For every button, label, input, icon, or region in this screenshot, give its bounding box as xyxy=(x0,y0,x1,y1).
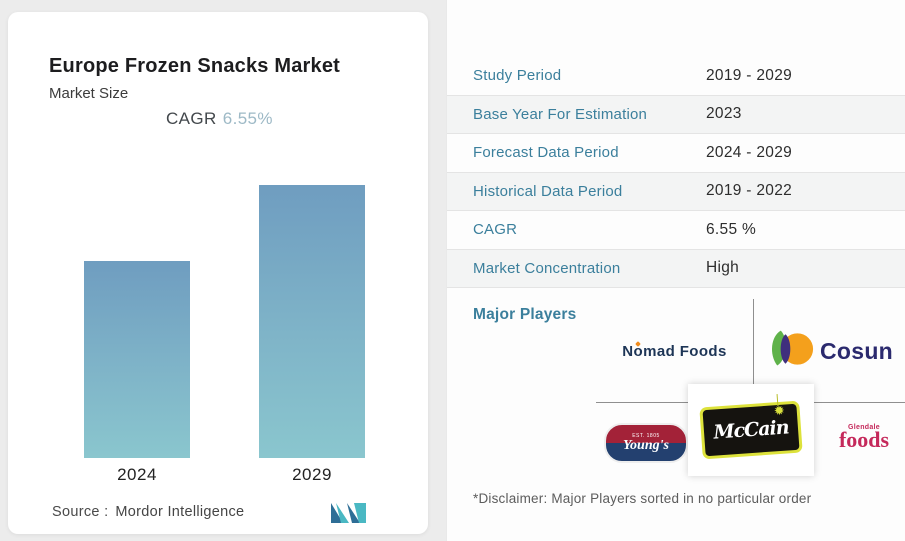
row-value: 2019 - 2029 xyxy=(706,66,793,84)
source-label: Source : xyxy=(52,504,109,520)
players-grid-horizontal-divider-left xyxy=(596,402,688,403)
row-value: High xyxy=(706,259,740,277)
row-label: Study Period xyxy=(473,67,562,85)
major-players-heading: Major Players xyxy=(473,306,577,323)
row-label: Market Concentration xyxy=(473,259,621,277)
mordor-intelligence-logo-icon xyxy=(330,499,368,529)
bar-2024 xyxy=(84,261,190,458)
chart-subtitle: Market Size xyxy=(49,85,129,102)
row-value: 6.55 % xyxy=(706,220,757,238)
table-row: Base Year For Estimation 2023 xyxy=(447,95,905,134)
glendale-wordmark-small: Glendale xyxy=(848,424,880,431)
mccain-logo: ✹ McCain xyxy=(699,394,803,460)
row-label: Forecast Data Period xyxy=(473,144,619,162)
report-scope-table: Study Period 2019 - 2029 Base Year For E… xyxy=(447,57,905,288)
youngs-est-text: EST. 1805 xyxy=(632,432,660,439)
x-tick-2024: 2024 xyxy=(117,465,157,484)
mccain-starburst-icon: ✹ xyxy=(773,402,786,419)
bar-2029 xyxy=(259,185,365,458)
mccain-logo-card: ✹ McCain xyxy=(688,384,814,476)
players-grid-vertical-divider xyxy=(753,299,754,403)
row-value: 2024 - 2029 xyxy=(706,143,793,161)
row-label: Historical Data Period xyxy=(473,182,623,200)
cosun-logo: Cosun xyxy=(754,300,905,402)
glendale-foods-logo: Glendale foods xyxy=(828,424,900,450)
report-scope-panel: Study Period 2019 - 2029 Base Year For E… xyxy=(446,0,905,541)
row-label: CAGR xyxy=(473,221,518,239)
players-disclaimer: *Disclaimer: Major Players sorted in no … xyxy=(473,491,812,506)
players-grid-horizontal-divider-right xyxy=(814,402,905,403)
youngs-logo: EST. 1805 Young's xyxy=(604,423,688,463)
table-row: Forecast Data Period 2024 - 2029 xyxy=(447,134,905,173)
table-row: CAGR 6.55 % xyxy=(447,211,905,250)
glendale-foods-wordmark: foods xyxy=(838,427,890,452)
table-row: Study Period 2019 - 2029 xyxy=(447,57,905,96)
row-label: Base Year For Estimation xyxy=(473,105,648,123)
table-row: Market Concentration High xyxy=(447,249,905,288)
nomad-foods-wordmark: Nomad Foods xyxy=(622,342,727,360)
nomad-foods-logo: Nomad Foods xyxy=(596,300,753,402)
cagr-label: CAGR xyxy=(166,109,217,128)
mccain-wordmark: McCain xyxy=(712,416,790,444)
cosun-mark-icon xyxy=(767,326,815,377)
cagr-line: CAGR 6.55% xyxy=(166,109,273,129)
youngs-wordmark: Young's xyxy=(623,437,669,453)
cagr-value: 6.55% xyxy=(222,109,273,128)
row-value: 2019 - 2022 xyxy=(706,182,793,200)
market-size-chart-card: Europe Frozen Snacks Market Market Size … xyxy=(8,12,428,534)
source-attribution: Source : Mordor Intelligence xyxy=(52,504,244,520)
table-row: Historical Data Period 2019 - 2022 xyxy=(447,172,905,211)
row-value: 2023 xyxy=(706,105,742,123)
page-title: Europe Frozen Snacks Market xyxy=(49,55,341,77)
source-value: Mordor Intelligence xyxy=(115,504,245,520)
cosun-wordmark: Cosun xyxy=(819,337,894,364)
x-tick-2029: 2029 xyxy=(292,465,332,484)
